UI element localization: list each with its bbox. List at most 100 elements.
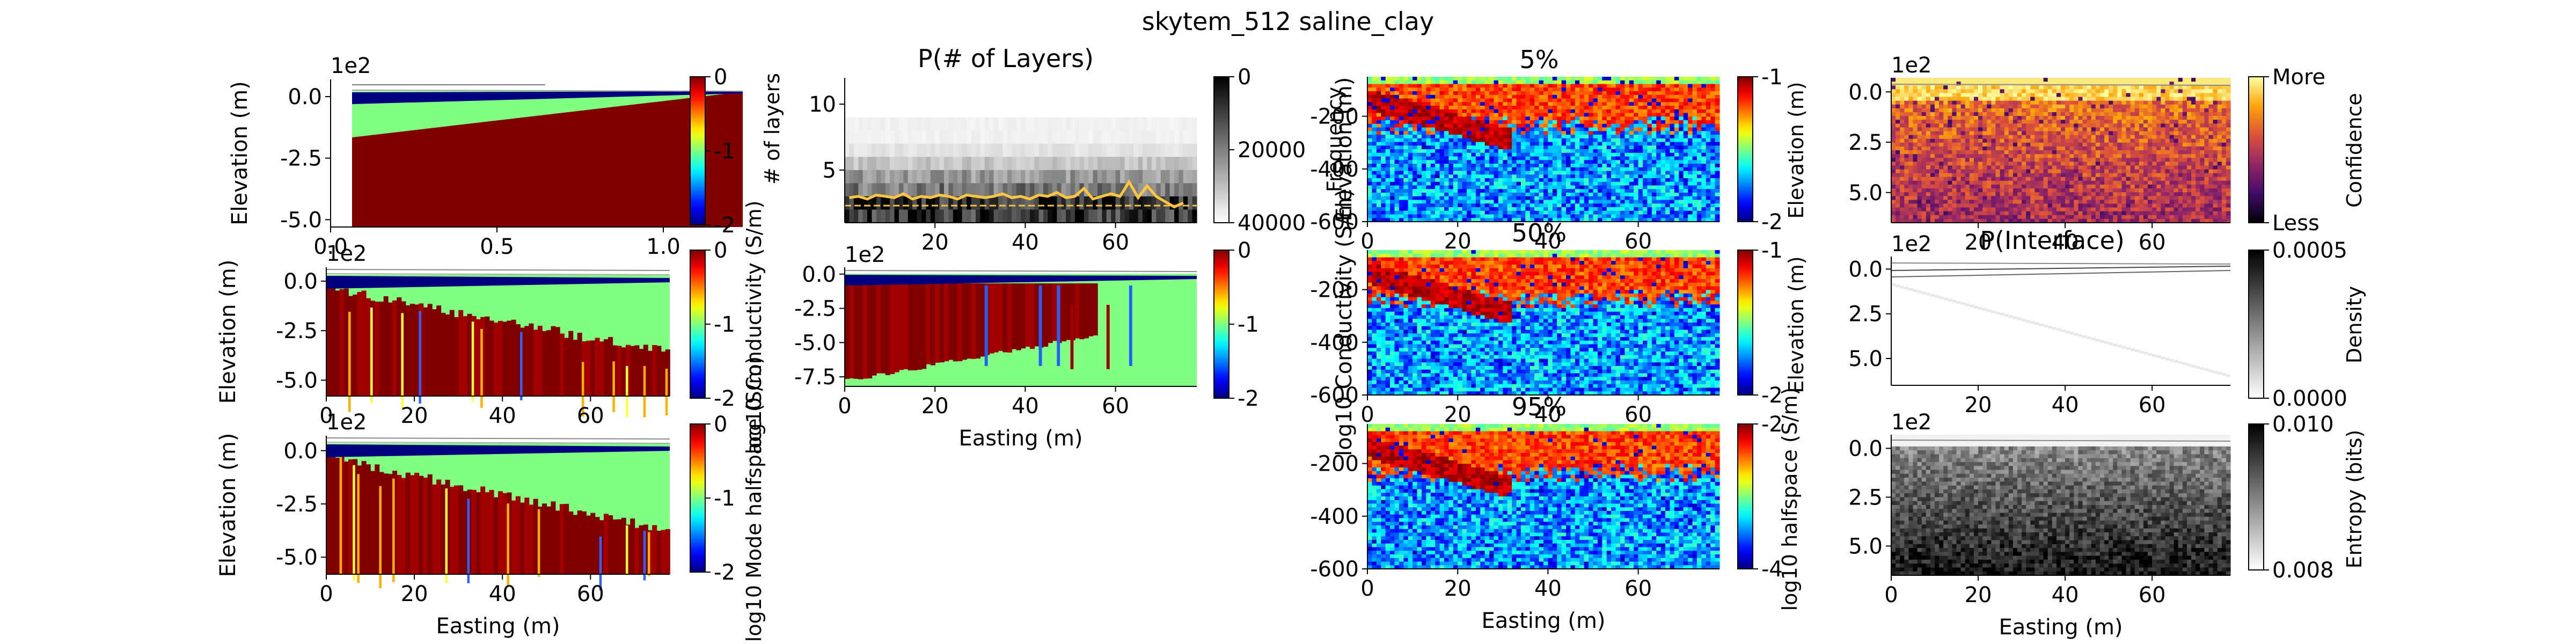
p5-cell bbox=[1674, 135, 1679, 139]
p5-cell bbox=[1579, 87, 1585, 92]
p-layers-cell bbox=[845, 209, 850, 223]
p5-cell bbox=[1584, 193, 1589, 197]
p5-cell bbox=[1408, 106, 1413, 110]
p5-cell bbox=[1566, 193, 1571, 197]
p5-cell bbox=[1615, 87, 1621, 92]
p50-cell bbox=[1421, 373, 1426, 377]
p5-cell bbox=[1529, 207, 1535, 211]
p50-cell bbox=[1426, 253, 1431, 258]
p5-cell bbox=[1430, 102, 1436, 106]
p50-cell bbox=[1403, 275, 1409, 280]
p5-cell bbox=[1674, 171, 1679, 175]
p-layers-cell bbox=[1143, 157, 1148, 171]
p50-cell bbox=[1444, 366, 1449, 370]
p5-cell bbox=[1584, 145, 1589, 150]
p5-cell bbox=[1629, 152, 1634, 157]
p5-cell bbox=[1643, 214, 1648, 218]
p5-cell bbox=[1367, 185, 1373, 189]
p5-cell bbox=[1597, 80, 1602, 85]
p5-cell bbox=[1413, 174, 1418, 179]
p5-cell bbox=[1552, 120, 1557, 125]
p5-cell bbox=[1484, 116, 1490, 121]
p5-cell bbox=[1674, 160, 1679, 164]
p50-cell bbox=[1417, 253, 1422, 258]
p5-cell bbox=[1529, 152, 1535, 157]
p5-cell bbox=[1575, 87, 1580, 92]
p5-cell bbox=[1679, 178, 1684, 182]
p5-cell bbox=[1548, 164, 1553, 168]
p50-cell bbox=[1448, 344, 1454, 348]
p5-cell bbox=[1638, 218, 1643, 222]
p5-cell bbox=[1512, 167, 1517, 172]
p5-cell bbox=[1512, 123, 1517, 128]
p5-cell bbox=[1643, 171, 1648, 175]
p5-cell bbox=[1372, 102, 1377, 106]
best-model-column bbox=[445, 314, 450, 396]
p50-cell bbox=[1458, 253, 1463, 258]
p5-cell bbox=[1548, 116, 1553, 121]
p5-cell bbox=[1548, 149, 1553, 153]
p5-cell bbox=[1467, 120, 1472, 125]
p5-cell bbox=[1584, 207, 1589, 211]
p5-cell bbox=[1643, 164, 1648, 168]
p50-cell bbox=[1376, 387, 1381, 392]
p5-cell bbox=[1503, 84, 1508, 88]
p50-cell bbox=[1390, 257, 1395, 261]
p-layers-cell bbox=[1052, 209, 1057, 223]
p50-cell bbox=[1417, 308, 1422, 312]
p5-cell bbox=[1444, 214, 1449, 218]
p-layers-cell bbox=[898, 170, 904, 184]
best-model-column bbox=[392, 300, 398, 396]
p5-cell bbox=[1435, 94, 1440, 99]
p5-xtick-label: 40 bbox=[1534, 229, 1562, 254]
p5-cell bbox=[1679, 203, 1684, 208]
p5-cell bbox=[1489, 156, 1495, 160]
best-model-column bbox=[463, 316, 468, 396]
p50-cell bbox=[1413, 355, 1418, 360]
p-layers-cell bbox=[1111, 196, 1116, 210]
p5-cell bbox=[1498, 193, 1503, 197]
p-layers-cell bbox=[1093, 170, 1098, 184]
p50-cell bbox=[1453, 301, 1458, 305]
p50-cell bbox=[1413, 377, 1418, 381]
p50-cell bbox=[1439, 275, 1445, 280]
p5-cell bbox=[1651, 131, 1657, 135]
p5-xtick-label: 60 bbox=[1624, 229, 1652, 254]
p5-cell bbox=[1701, 106, 1707, 110]
p50-cell bbox=[1430, 362, 1436, 367]
p5-cell bbox=[1696, 113, 1702, 117]
p-layers-cell bbox=[957, 130, 963, 144]
p5-cell bbox=[1367, 145, 1373, 150]
p5-cell bbox=[1439, 120, 1445, 125]
p5-cell bbox=[1656, 218, 1662, 222]
p-layers-cell bbox=[1129, 183, 1134, 197]
p5-cell bbox=[1475, 160, 1481, 164]
p5-cell bbox=[1701, 102, 1707, 106]
p5-cell bbox=[1503, 193, 1508, 197]
p5-cell bbox=[1453, 142, 1458, 146]
p5-cell bbox=[1706, 94, 1711, 99]
p5-cell bbox=[1453, 210, 1458, 215]
p5-cell bbox=[1376, 185, 1381, 189]
p5-cell bbox=[1525, 106, 1531, 110]
p5-cell bbox=[1575, 210, 1580, 215]
p5-cell bbox=[1710, 109, 1716, 114]
mode-model-streak bbox=[467, 499, 470, 583]
p5-cell bbox=[1539, 160, 1544, 164]
p5-cell bbox=[1507, 113, 1512, 117]
p5-cell bbox=[1620, 164, 1625, 168]
p5-cell bbox=[1579, 164, 1585, 168]
p5-cell bbox=[1403, 181, 1409, 186]
p5-cell bbox=[1701, 196, 1707, 201]
p5-cell bbox=[1494, 193, 1499, 197]
p5-cell bbox=[1696, 109, 1702, 114]
p5-cell bbox=[1606, 80, 1612, 85]
p5-cell bbox=[1534, 189, 1540, 193]
p5-cell bbox=[1390, 218, 1395, 222]
p5-cell bbox=[1566, 145, 1571, 150]
p5-cell bbox=[1638, 181, 1643, 186]
p5-cell bbox=[1552, 109, 1557, 114]
p5-cell bbox=[1430, 149, 1436, 153]
p5-cell bbox=[1372, 181, 1377, 186]
p5-cell bbox=[1660, 94, 1666, 99]
